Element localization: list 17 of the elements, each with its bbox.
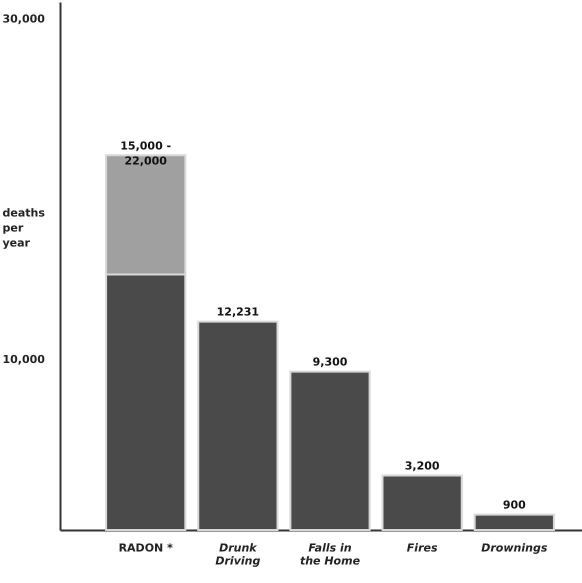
x-tick-label: RADON *	[118, 542, 174, 554]
bar	[382, 474, 463, 531]
total-label: 900	[502, 498, 526, 512]
x-tick-label: Drunk Driving	[215, 542, 260, 568]
y-tick-label: 10,000	[2, 353, 46, 366]
x-tick-label: Falls in the Home	[300, 542, 361, 568]
bar	[289, 370, 371, 531]
y-axis-title: deaths per year	[2, 206, 46, 250]
total-label: 9,300	[312, 356, 348, 369]
x-tick-label: Drownings	[481, 542, 548, 554]
x-tick-label: Fires	[406, 542, 438, 554]
bar	[474, 514, 555, 531]
y-tick-label: 30,000	[2, 12, 46, 26]
total-label: 15,000 - 22,000	[120, 139, 172, 168]
total-label: 3,200	[404, 459, 440, 472]
bar	[197, 320, 278, 531]
total-label: 12,231	[216, 306, 260, 319]
